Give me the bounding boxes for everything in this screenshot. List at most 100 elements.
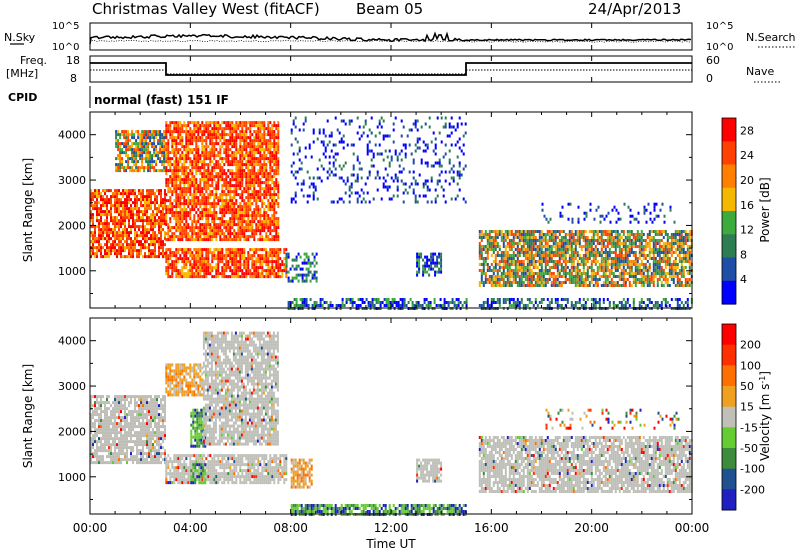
power-cell bbox=[104, 204, 106, 208]
power-cell bbox=[102, 237, 104, 241]
power-cell bbox=[418, 258, 421, 262]
power-cell bbox=[173, 175, 176, 179]
power-cell bbox=[241, 172, 244, 176]
power-cell bbox=[217, 130, 220, 134]
power-cell bbox=[211, 151, 214, 155]
power-cell bbox=[152, 225, 154, 229]
power-cell bbox=[312, 128, 315, 132]
power-cell bbox=[273, 202, 276, 206]
power-cell bbox=[205, 184, 208, 188]
power-cell bbox=[520, 284, 523, 287]
power-cell bbox=[308, 146, 311, 150]
power-cell bbox=[277, 181, 280, 185]
power-cell bbox=[336, 152, 339, 156]
power-cell bbox=[124, 234, 126, 238]
power-cell bbox=[259, 238, 262, 242]
power-cell bbox=[173, 154, 176, 158]
power-cell bbox=[149, 169, 152, 173]
power-cell bbox=[114, 225, 116, 229]
power-cell bbox=[140, 225, 142, 229]
power-cell bbox=[171, 175, 174, 179]
power-cell bbox=[243, 145, 246, 149]
power-cell bbox=[522, 272, 525, 275]
power-cell bbox=[496, 230, 499, 233]
power-cell bbox=[453, 301, 456, 304]
power-cell bbox=[235, 187, 238, 191]
power-cell bbox=[142, 228, 144, 232]
power-cell bbox=[570, 248, 573, 251]
power-cell bbox=[127, 142, 130, 146]
power-cell bbox=[261, 157, 264, 161]
power-cell bbox=[209, 193, 212, 197]
power-cell bbox=[275, 248, 278, 252]
power-cell bbox=[215, 229, 218, 233]
power-cell bbox=[139, 151, 142, 155]
power-cell bbox=[290, 197, 293, 201]
power-cell bbox=[243, 169, 246, 173]
power-cell bbox=[568, 236, 571, 239]
power-cell bbox=[310, 155, 313, 159]
power-cell bbox=[540, 242, 543, 245]
power-cell bbox=[352, 143, 355, 147]
power-cell bbox=[123, 169, 126, 173]
power-cell bbox=[261, 136, 264, 140]
power-cell bbox=[249, 154, 252, 158]
power-cell bbox=[195, 257, 198, 261]
power-cell bbox=[205, 205, 208, 209]
power-cell bbox=[203, 232, 206, 236]
power-cell bbox=[538, 233, 541, 236]
power-cell bbox=[295, 264, 298, 268]
power-cell bbox=[253, 169, 256, 173]
power-cell bbox=[267, 124, 270, 128]
power-cell bbox=[150, 192, 152, 196]
power-cell bbox=[233, 145, 236, 149]
power-cell bbox=[560, 242, 563, 245]
power-cell bbox=[160, 243, 162, 247]
power-cell bbox=[173, 263, 176, 267]
power-cell bbox=[193, 148, 196, 152]
power-cell bbox=[136, 201, 138, 205]
power-cell bbox=[239, 133, 242, 137]
power-cell bbox=[227, 263, 230, 267]
power-cell bbox=[183, 208, 186, 212]
power-cell bbox=[558, 263, 561, 266]
power-cell bbox=[227, 208, 230, 212]
power-cell bbox=[116, 204, 118, 208]
power-cell bbox=[191, 136, 194, 140]
power-cell bbox=[506, 254, 509, 257]
power-cell bbox=[167, 205, 170, 209]
power-cell bbox=[253, 163, 256, 167]
power-cell bbox=[195, 232, 198, 236]
power-cell bbox=[207, 226, 210, 230]
power-cell bbox=[267, 254, 270, 258]
power-cell bbox=[203, 272, 206, 276]
power-cell bbox=[215, 263, 218, 267]
power-cell bbox=[211, 193, 214, 197]
power-cell bbox=[416, 200, 419, 204]
power-cell bbox=[255, 139, 258, 143]
power-cell bbox=[205, 202, 208, 206]
power-cell bbox=[544, 251, 547, 254]
power-cell bbox=[233, 157, 236, 161]
power-cell bbox=[380, 197, 383, 201]
power-cell bbox=[143, 136, 146, 140]
power-cell bbox=[167, 208, 170, 212]
power-cell bbox=[572, 254, 575, 257]
power-cell bbox=[478, 248, 481, 251]
power-cell bbox=[245, 142, 248, 146]
power-cell bbox=[368, 173, 371, 177]
power-cell bbox=[412, 161, 415, 165]
power-cell bbox=[239, 229, 242, 233]
power-cell bbox=[279, 269, 282, 273]
power-cell bbox=[302, 122, 305, 126]
power-cell bbox=[221, 175, 224, 179]
power-cell bbox=[356, 131, 359, 135]
power-cell bbox=[189, 214, 192, 218]
power-cell bbox=[273, 160, 276, 164]
power-cell bbox=[275, 260, 278, 264]
power-cell bbox=[94, 225, 96, 229]
power-cell bbox=[500, 272, 503, 275]
power-cell bbox=[183, 217, 186, 221]
power-cell bbox=[261, 205, 264, 209]
power-cell bbox=[227, 220, 230, 224]
